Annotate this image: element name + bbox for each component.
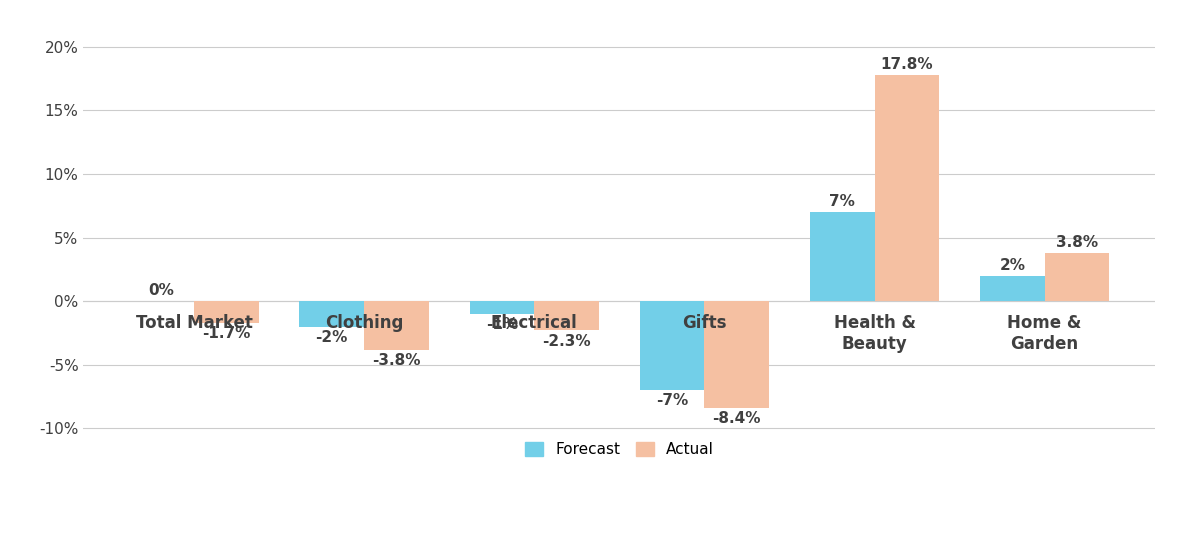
Bar — [980, 276, 1045, 301]
Bar — [704, 301, 769, 408]
Bar — [535, 301, 599, 331]
Text: 17.8%: 17.8% — [880, 57, 934, 72]
Bar — [640, 301, 704, 390]
Text: -2.3%: -2.3% — [542, 334, 591, 349]
Bar — [194, 301, 258, 323]
Bar — [874, 75, 940, 301]
Bar — [1045, 253, 1109, 301]
Bar — [364, 301, 429, 350]
Text: 2%: 2% — [999, 257, 1025, 273]
Text: 0%: 0% — [149, 283, 175, 298]
Text: 7%: 7% — [829, 194, 855, 209]
Bar — [810, 212, 874, 301]
Text: Home &
Garden: Home & Garden — [1008, 314, 1081, 353]
Text: Clothing: Clothing — [325, 314, 404, 332]
Text: Electrical: Electrical — [491, 314, 578, 332]
Text: Health &
Beauty: Health & Beauty — [834, 314, 916, 353]
Text: Gifts: Gifts — [682, 314, 727, 332]
Bar — [469, 301, 535, 314]
Text: Total Market: Total Market — [136, 314, 252, 332]
Text: -1.7%: -1.7% — [202, 326, 250, 341]
Text: -7%: -7% — [656, 394, 688, 409]
Text: -2%: -2% — [316, 330, 348, 345]
Text: -3.8%: -3.8% — [372, 353, 420, 368]
Text: -8.4%: -8.4% — [712, 411, 761, 426]
Text: 3.8%: 3.8% — [1056, 235, 1098, 250]
Legend: Forecast, Actual: Forecast, Actual — [518, 436, 721, 464]
Text: -1%: -1% — [486, 317, 518, 332]
Bar — [299, 301, 364, 327]
